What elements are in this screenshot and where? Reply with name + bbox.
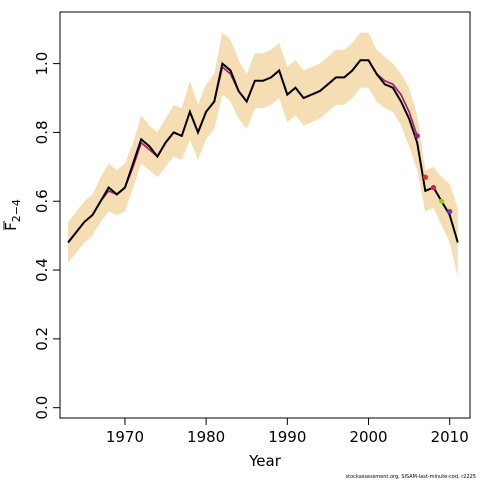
x-tick-label-1980: 1980 — [187, 428, 225, 446]
y-tick-label-2: 0.4 — [33, 258, 51, 282]
confidence-band — [68, 32, 458, 277]
series-lines — [67, 59, 459, 244]
y-tick-label-1: 0.2 — [33, 327, 51, 351]
x-axis-title: Year — [248, 452, 282, 470]
x-tick-label-2000: 2000 — [349, 428, 387, 446]
y-axis-title-main: F — [2, 222, 20, 231]
data-point-2010 — [447, 208, 453, 215]
y-axis-title: F2−4 — [2, 199, 23, 231]
y-tick-label-4: 0.8 — [33, 120, 51, 144]
y-axis-title-subscript: 2−4 — [10, 199, 23, 222]
y-tick-label-5: 1.0 — [33, 52, 51, 76]
y-axis: 0.0 0.2 0.4 0.6 0.8 1.0 — [33, 52, 60, 420]
x-tick-label-1990: 1990 — [268, 428, 306, 446]
x-tick-label-1970: 1970 — [106, 428, 144, 446]
data-point-2008 — [430, 184, 437, 191]
y-tick-label-3: 0.6 — [33, 189, 51, 213]
data-point-2009 — [438, 198, 445, 204]
plot-frame — [59, 11, 471, 419]
svg-text:F2−4: F2−4 — [2, 199, 23, 231]
footer-text: stockassessment.org, SISAM-last-minute-c… — [346, 474, 476, 480]
x-axis: 1970 1980 1990 2000 2010 — [106, 418, 469, 446]
data-point-2006 — [414, 133, 420, 139]
x-tick-label-2010: 2010 — [431, 428, 469, 446]
series-line-4 — [67, 59, 459, 244]
data-point-2007 — [422, 174, 428, 180]
y-tick-label-0: 0.0 — [33, 396, 51, 420]
data-points — [414, 133, 453, 215]
